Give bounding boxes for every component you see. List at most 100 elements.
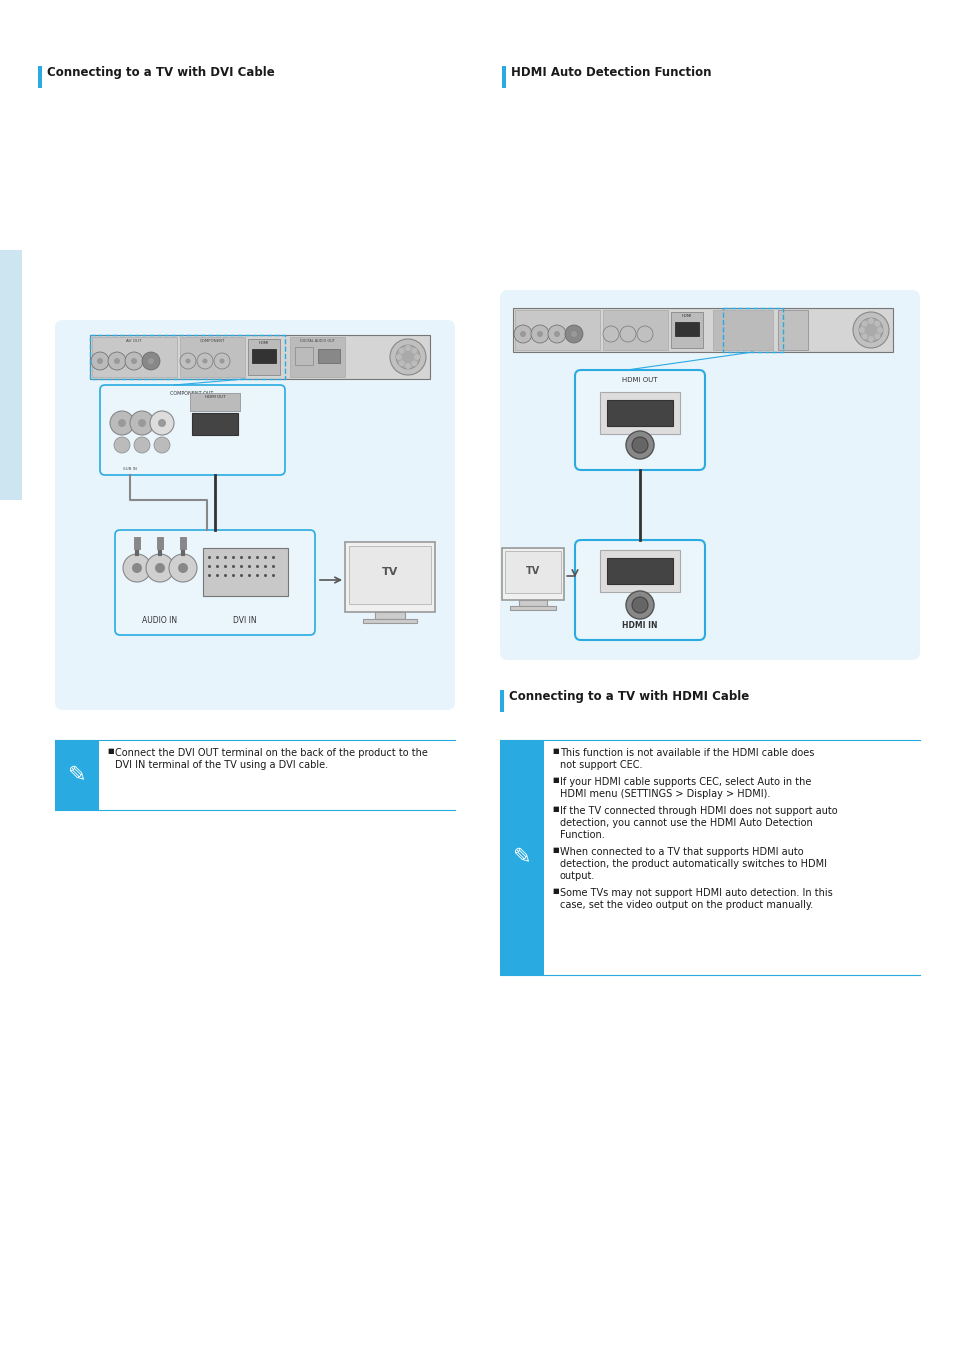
- Text: Connecting to a TV with HDMI Cable: Connecting to a TV with HDMI Cable: [509, 689, 748, 703]
- Bar: [0, 250, 22, 500]
- Text: ■: ■: [552, 777, 558, 782]
- Text: COMPONENT: COMPONENT: [199, 339, 225, 343]
- Text: not support CEC.: not support CEC.: [559, 759, 641, 770]
- Circle shape: [138, 420, 146, 428]
- Text: DVI IN: DVI IN: [233, 616, 256, 625]
- Text: Some TVs may not support HDMI auto detection. In this: Some TVs may not support HDMI auto detec…: [559, 888, 832, 898]
- Circle shape: [395, 345, 419, 370]
- Text: HDMI Auto Detection Function: HDMI Auto Detection Function: [511, 66, 711, 80]
- Circle shape: [169, 554, 196, 581]
- Circle shape: [390, 339, 426, 375]
- Bar: [515, 310, 599, 349]
- Bar: [363, 619, 416, 623]
- Text: HDMI OUT: HDMI OUT: [204, 395, 225, 399]
- Circle shape: [202, 359, 208, 363]
- Text: HDMI: HDMI: [258, 341, 269, 345]
- Bar: [252, 349, 275, 363]
- Bar: [91, 337, 177, 376]
- FancyBboxPatch shape: [575, 370, 704, 469]
- Circle shape: [411, 360, 416, 367]
- Bar: [375, 612, 405, 619]
- Bar: [248, 339, 280, 375]
- Text: ✎: ✎: [68, 765, 86, 785]
- Circle shape: [874, 333, 880, 340]
- Text: ■: ■: [552, 805, 558, 812]
- Circle shape: [395, 353, 401, 360]
- Bar: [190, 393, 240, 411]
- Circle shape: [867, 318, 873, 324]
- Circle shape: [153, 437, 170, 453]
- Circle shape: [125, 352, 143, 370]
- Circle shape: [108, 352, 126, 370]
- Circle shape: [219, 359, 224, 363]
- Text: TV: TV: [525, 567, 539, 576]
- Bar: [55, 741, 99, 809]
- Bar: [599, 550, 679, 592]
- Circle shape: [91, 352, 109, 370]
- FancyBboxPatch shape: [575, 540, 704, 639]
- Text: output.: output.: [559, 871, 595, 881]
- Circle shape: [852, 312, 888, 348]
- Bar: [294, 347, 313, 366]
- Circle shape: [213, 353, 230, 370]
- Text: If your HDMI cable supports CEC, select Auto in the: If your HDMI cable supports CEC, select …: [559, 777, 810, 786]
- Circle shape: [867, 336, 873, 343]
- Circle shape: [110, 411, 133, 434]
- Circle shape: [118, 420, 126, 428]
- Circle shape: [131, 357, 137, 364]
- Bar: [290, 337, 345, 376]
- Circle shape: [637, 326, 652, 343]
- Circle shape: [405, 363, 411, 370]
- Bar: [778, 310, 807, 349]
- Text: Connecting to a TV with DVI Cable: Connecting to a TV with DVI Cable: [47, 66, 274, 80]
- Circle shape: [148, 357, 153, 364]
- Circle shape: [531, 325, 548, 343]
- Text: HDMI OUT: HDMI OUT: [621, 376, 657, 383]
- Bar: [317, 349, 339, 363]
- Circle shape: [97, 357, 103, 364]
- Bar: [712, 310, 772, 349]
- Text: Function.: Function.: [559, 830, 604, 840]
- Circle shape: [142, 352, 160, 370]
- Circle shape: [146, 554, 173, 581]
- Bar: [599, 393, 679, 434]
- Bar: [90, 335, 430, 379]
- Bar: [675, 322, 699, 336]
- Circle shape: [858, 326, 864, 333]
- Text: HDMI: HDMI: [681, 314, 692, 318]
- Circle shape: [398, 348, 404, 353]
- Bar: [499, 689, 503, 712]
- Circle shape: [554, 331, 559, 337]
- Bar: [606, 401, 672, 426]
- Circle shape: [861, 333, 866, 340]
- Circle shape: [154, 563, 165, 573]
- Text: ■: ■: [552, 847, 558, 853]
- Text: DIGITAL AUDIO OUT: DIGITAL AUDIO OUT: [299, 339, 334, 343]
- Circle shape: [123, 554, 151, 581]
- Circle shape: [178, 563, 188, 573]
- Text: If the TV connected through HDMI does not support auto: If the TV connected through HDMI does no…: [559, 805, 837, 816]
- Text: HDMI menu (SETTINGS > Display > HDMI).: HDMI menu (SETTINGS > Display > HDMI).: [559, 789, 770, 799]
- Bar: [345, 542, 435, 612]
- Bar: [192, 413, 237, 434]
- Bar: [510, 606, 556, 610]
- Circle shape: [861, 321, 866, 326]
- Circle shape: [519, 331, 525, 337]
- FancyBboxPatch shape: [115, 530, 314, 635]
- Text: When connected to a TV that supports HDMI auto: When connected to a TV that supports HDM…: [559, 847, 802, 857]
- Circle shape: [619, 326, 636, 343]
- Bar: [203, 548, 288, 596]
- Text: AV OUT: AV OUT: [126, 339, 142, 343]
- Circle shape: [874, 321, 880, 326]
- Text: detection, the product automatically switches to HDMI: detection, the product automatically swi…: [559, 859, 826, 869]
- Bar: [670, 312, 702, 348]
- Bar: [504, 550, 560, 594]
- Text: This function is not available if the HDMI cable does: This function is not available if the HD…: [559, 747, 814, 758]
- Circle shape: [514, 325, 532, 343]
- FancyBboxPatch shape: [100, 384, 285, 475]
- Circle shape: [196, 353, 213, 370]
- Bar: [499, 741, 543, 975]
- Circle shape: [113, 437, 130, 453]
- Bar: [501, 548, 563, 600]
- Circle shape: [158, 420, 166, 428]
